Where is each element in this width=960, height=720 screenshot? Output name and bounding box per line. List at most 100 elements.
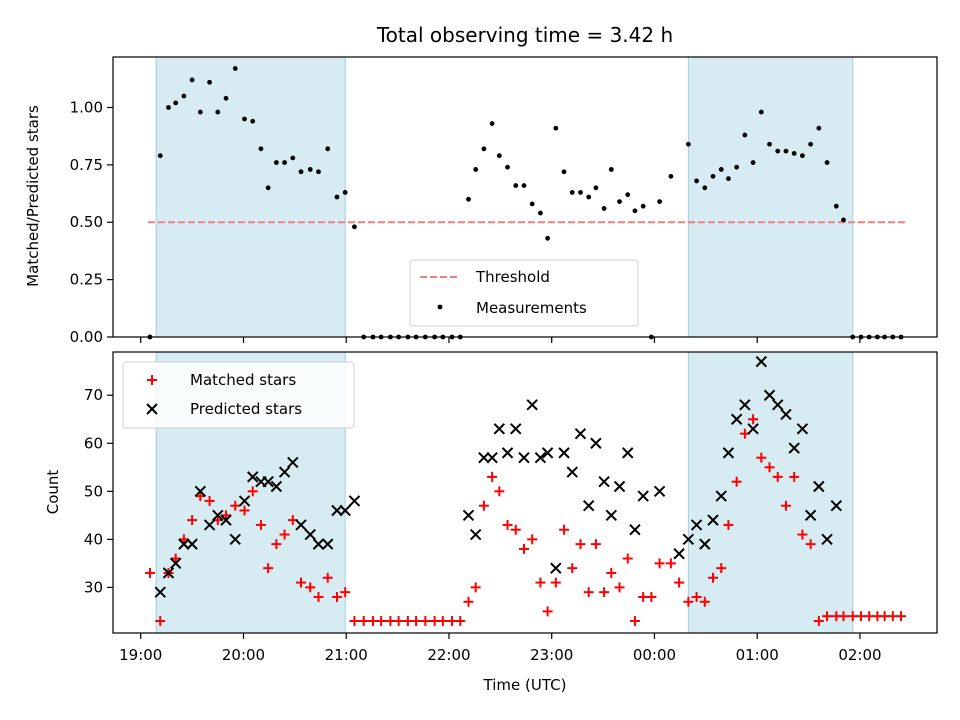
- matched-stars-point: [764, 462, 775, 473]
- measurement-point: [841, 217, 846, 223]
- predicted-stars-point: [541, 447, 554, 459]
- y-tick-label: 1.00: [70, 98, 103, 116]
- x-tick-label: 19:00: [119, 646, 162, 664]
- measurement-point: [505, 164, 510, 170]
- matched-stars-point: [255, 519, 266, 530]
- bottom-y-axis-label: Count: [44, 470, 62, 515]
- measurement-point: [767, 141, 772, 147]
- matched-stars-point: [629, 615, 640, 626]
- measurement-point: [601, 206, 607, 211]
- top-legend: Threshold Measurements: [409, 259, 639, 327]
- measurement-point: [307, 167, 313, 172]
- plot-frame: [112, 56, 938, 338]
- matched-stars-point: [144, 567, 155, 578]
- matched-stars-point: [683, 596, 694, 607]
- matched-stars-point: [665, 558, 676, 569]
- predicted-stars-point: [739, 399, 751, 411]
- measurement-point: [496, 153, 502, 159]
- plot-frame: [112, 351, 938, 634]
- predicted-stars-point: [212, 509, 224, 522]
- legend-matched-label: Matched stars: [190, 371, 296, 389]
- measurement-point: [750, 160, 756, 165]
- x-tick-label: 23:00: [530, 646, 573, 664]
- y-tick-label: 0.75: [70, 156, 103, 174]
- predicted-stars-point: [550, 562, 562, 574]
- matched-stars-point: [583, 587, 594, 598]
- matched-stars-point: [420, 615, 431, 626]
- measurement-point: [273, 160, 279, 165]
- matched-stars-point: [247, 486, 258, 497]
- matched-stars-point: [606, 567, 617, 578]
- predicted-stars-point: [287, 456, 299, 469]
- bottom-legend: Matched stars Predicted stars: [122, 361, 355, 429]
- matched-stars-point: [470, 582, 481, 593]
- predicted-stars-point: [598, 475, 610, 488]
- measurement-point: [466, 196, 471, 202]
- matched-stars-point: [789, 471, 800, 482]
- matched-stars-point: [322, 572, 333, 583]
- measurement-point: [290, 155, 296, 161]
- predicted-stars-point: [312, 538, 325, 550]
- matched-stars-point: [550, 577, 561, 588]
- legend-threshold-label: Threshold: [475, 268, 550, 286]
- predicted-stars-point: [707, 514, 719, 526]
- measurement-point: [561, 169, 567, 175]
- shaded-span: [687, 56, 854, 338]
- predicted-stars-point: [203, 519, 216, 531]
- measurement-point: [734, 164, 740, 170]
- predicted-stars-point: [796, 423, 809, 435]
- matched-stars-point: [535, 577, 546, 588]
- predicted-stars-point: [178, 538, 190, 550]
- predicted-stars-point: [804, 509, 817, 522]
- matched-stars-point: [494, 486, 505, 497]
- measurement-point: [783, 148, 789, 154]
- matched-stars-point: [731, 476, 742, 487]
- measurement-point: [157, 153, 163, 159]
- matched-stars-point: [797, 529, 808, 540]
- predicted-stars-point: [339, 504, 351, 517]
- predicted-stars-point: [526, 399, 538, 411]
- matched-stars-point: [542, 606, 553, 617]
- matched-stars-point: [723, 519, 734, 530]
- measurement-point: [232, 66, 238, 71]
- matched-stars-point: [567, 563, 578, 574]
- legend-predicted-swatch: [146, 403, 158, 415]
- matched-stars-point: [271, 539, 282, 550]
- measurement-point: [489, 121, 495, 126]
- matched-stars-point: [478, 500, 489, 511]
- predicted-stars-point: [747, 423, 759, 435]
- predicted-stars-point: [715, 490, 727, 502]
- matched-stars-point: [195, 491, 206, 502]
- measurement-point: [569, 190, 575, 195]
- matched-stars-point: [331, 591, 342, 602]
- legend-box: [122, 361, 355, 429]
- predicted-stars-point: [501, 447, 514, 459]
- matched-stars-point: [510, 524, 521, 535]
- measurement-point: [685, 141, 691, 147]
- matched-stars-point: [813, 615, 824, 626]
- matched-stars-point: [708, 572, 719, 583]
- measurement-point: [352, 224, 357, 230]
- matched-stars-point: [822, 611, 833, 622]
- y-tick-label: 50: [84, 482, 103, 500]
- matched-stars-point: [780, 500, 791, 511]
- predicted-stars-point: [278, 466, 291, 478]
- measurement-point: [334, 194, 340, 200]
- matched-stars-point: [896, 611, 907, 622]
- predicted-stars-point: [486, 451, 498, 464]
- measurement-point: [742, 132, 748, 138]
- matched-stars-point: [599, 587, 610, 598]
- measurement-point: [481, 146, 487, 152]
- measurement-point: [173, 100, 179, 106]
- matched-stars-point: [756, 452, 767, 463]
- y-tick-label: 30: [84, 578, 103, 596]
- measurement-point: [758, 109, 764, 115]
- predicted-stars-point: [574, 427, 587, 440]
- predicted-stars-point: [788, 442, 800, 454]
- predicted-stars-point: [493, 423, 506, 435]
- x-tick-label: 20:00: [222, 646, 265, 664]
- measurement-point: [657, 199, 662, 204]
- matched-stars-point: [654, 558, 665, 569]
- x-tick-label: 22:00: [427, 646, 470, 664]
- measurement-point: [800, 153, 805, 159]
